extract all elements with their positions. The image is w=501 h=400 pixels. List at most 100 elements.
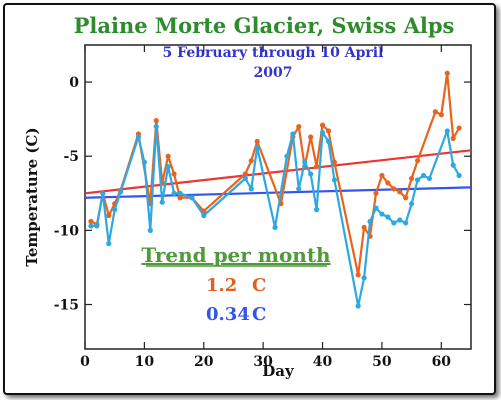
data-point xyxy=(248,186,254,192)
series-line xyxy=(90,125,461,308)
data-point xyxy=(153,123,159,130)
data-series xyxy=(88,70,462,309)
data-point xyxy=(177,195,183,201)
data-point xyxy=(438,112,444,118)
data-point xyxy=(373,205,379,211)
data-point xyxy=(88,218,94,225)
data-point xyxy=(397,189,403,195)
data-point xyxy=(319,129,326,136)
data-point xyxy=(118,189,124,195)
series-1 xyxy=(88,123,462,309)
data-point xyxy=(361,275,367,281)
data-point xyxy=(331,177,338,183)
data-point xyxy=(444,70,450,76)
data-point xyxy=(414,158,421,164)
data-point xyxy=(432,109,438,115)
y-axis-label: Temperature (C) xyxy=(23,127,41,266)
x-tick-label: 10 xyxy=(135,354,155,370)
data-point xyxy=(456,172,462,179)
trend-orange-unit: C xyxy=(252,275,266,296)
data-point xyxy=(397,217,403,223)
data-point xyxy=(409,175,415,182)
data-point xyxy=(325,138,332,144)
x-axis-ticks: 0 10 20 30 40 50 60 xyxy=(80,45,451,370)
data-point xyxy=(242,175,248,182)
trend-blue-unit: C xyxy=(252,304,266,325)
data-point xyxy=(379,172,385,179)
data-point xyxy=(171,190,177,196)
x-tick-label: 60 xyxy=(432,354,452,370)
chart-title: Plaine Morte Glacier, Swiss Alps xyxy=(74,13,455,38)
y-axis-ticks: 0 -5 -10 -15 xyxy=(54,75,471,314)
x-axis-label: Day xyxy=(262,362,295,380)
data-point xyxy=(319,122,326,128)
data-point xyxy=(254,138,260,144)
trendline xyxy=(84,149,472,195)
data-point xyxy=(141,159,147,165)
data-point xyxy=(106,241,112,247)
data-point xyxy=(135,134,142,140)
data-point xyxy=(355,272,361,278)
data-point xyxy=(112,207,118,213)
data-point xyxy=(391,220,397,226)
data-point xyxy=(450,135,456,142)
y-tick-label: -5 xyxy=(63,149,79,165)
data-point xyxy=(296,123,302,130)
data-point xyxy=(153,118,159,124)
data-point xyxy=(409,201,415,207)
data-point xyxy=(290,131,296,137)
data-point xyxy=(242,171,248,177)
data-point xyxy=(385,214,391,220)
data-point xyxy=(94,223,100,229)
data-point xyxy=(106,212,112,219)
chart-subtitle-line2: 2007 xyxy=(254,65,293,81)
data-point xyxy=(314,164,320,170)
data-point xyxy=(361,224,367,230)
data-point xyxy=(385,180,391,186)
data-point xyxy=(420,172,427,179)
data-point xyxy=(450,162,456,168)
x-tick-label: 40 xyxy=(313,354,333,370)
data-point xyxy=(100,190,106,196)
data-point xyxy=(165,164,171,170)
data-point xyxy=(147,227,153,233)
data-point xyxy=(444,128,450,134)
y-tick-label: -10 xyxy=(54,223,80,239)
data-point xyxy=(367,218,373,225)
data-point xyxy=(254,144,260,150)
data-point xyxy=(414,177,421,183)
x-tick-label: 50 xyxy=(372,354,392,370)
y-tick-label: 0 xyxy=(69,75,79,91)
data-point xyxy=(272,224,278,230)
trend-blue-value: 0.34 xyxy=(206,304,250,325)
data-point xyxy=(284,153,290,159)
x-tick-label: 30 xyxy=(253,354,273,370)
data-point xyxy=(379,211,385,217)
trend-heading: Trend per month xyxy=(141,243,331,267)
data-point xyxy=(331,159,338,165)
y-tick-label: -15 xyxy=(54,298,79,314)
data-point xyxy=(171,171,177,177)
data-point xyxy=(373,190,379,196)
data-point xyxy=(302,159,308,165)
data-point xyxy=(403,220,409,226)
x-tick-label: 20 xyxy=(194,354,214,370)
data-point xyxy=(456,125,462,131)
data-point xyxy=(426,175,433,182)
data-point xyxy=(403,195,409,201)
data-point xyxy=(201,212,207,219)
data-point xyxy=(88,223,94,229)
data-point xyxy=(248,158,254,164)
data-point xyxy=(189,195,195,201)
data-point xyxy=(159,199,165,205)
trend-orange-value: 1.2 xyxy=(206,275,237,296)
data-point xyxy=(296,186,302,192)
x-tick-label: 0 xyxy=(80,354,90,370)
data-point xyxy=(308,171,314,177)
data-point xyxy=(314,207,320,213)
data-point xyxy=(355,303,361,309)
chart-subtitle-line1: 5 February through 10 April xyxy=(163,45,384,61)
data-point xyxy=(325,128,332,134)
data-point xyxy=(391,186,397,192)
